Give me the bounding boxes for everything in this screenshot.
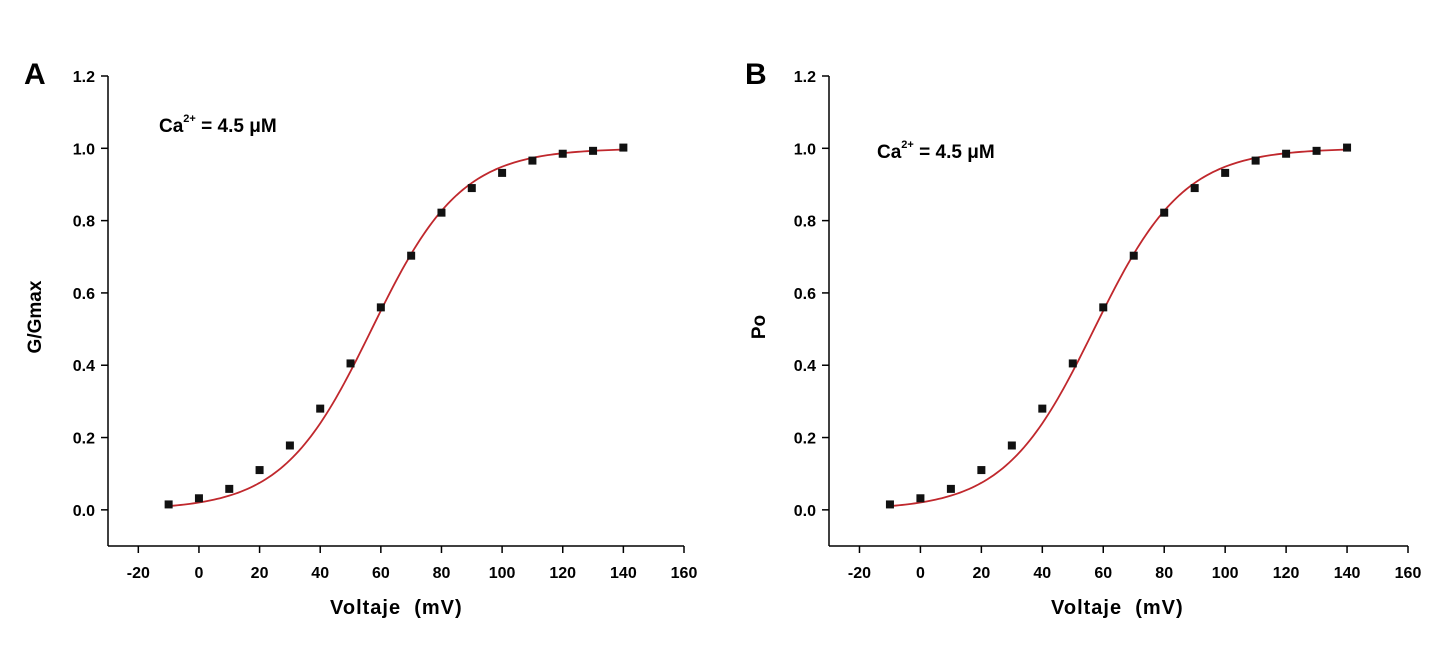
data-point — [1038, 404, 1047, 413]
data-point — [1282, 149, 1291, 158]
y-tick-label: 0.0 — [794, 503, 816, 520]
y-tick-label: 0.8 — [73, 214, 95, 231]
data-point — [977, 466, 986, 475]
x-tick-label: 140 — [610, 565, 637, 582]
y-tick-label: 0.6 — [73, 286, 95, 303]
data-point — [916, 494, 925, 503]
x-tick-label: 60 — [372, 565, 390, 582]
fit-curve — [168, 148, 624, 507]
annotation-base: Ca — [159, 116, 184, 137]
data-point — [1129, 251, 1138, 260]
data-point — [1312, 146, 1321, 155]
data-point — [528, 156, 537, 165]
x-tick-label: 160 — [1395, 565, 1422, 582]
x-tick-label: 40 — [1033, 565, 1051, 582]
x-tick-label: 0 — [194, 565, 203, 582]
data-point — [1007, 441, 1016, 450]
annotation: Ca2+ = 4.5 μM — [159, 113, 277, 138]
annotation-rest: = 4.5 μM — [913, 142, 995, 163]
y-tick-label: 1.2 — [73, 69, 95, 86]
annotation-base: Ca — [877, 142, 902, 163]
data-point — [376, 303, 385, 312]
x-tick-label: 20 — [972, 565, 990, 582]
data-point — [164, 500, 173, 509]
y-tick-label: 0.6 — [794, 286, 816, 303]
x-tick-label: 140 — [1334, 565, 1361, 582]
x-tick-label: 100 — [1212, 565, 1239, 582]
data-point — [1160, 208, 1169, 217]
data-point — [346, 359, 355, 368]
data-point — [1251, 156, 1260, 165]
annotation-rest: = 4.5 μM — [195, 116, 277, 137]
x-tick-label: -20 — [127, 565, 150, 582]
y-tick-label: 0.8 — [794, 214, 816, 231]
data-point — [1221, 168, 1230, 177]
y-tick-label: 1.0 — [794, 141, 816, 158]
annotation-superscript: 2+ — [901, 139, 914, 151]
fit-curve — [889, 148, 1348, 507]
y-tick-label: 1.2 — [794, 69, 816, 86]
data-point — [1343, 143, 1352, 152]
x-tick-label: 40 — [311, 565, 329, 582]
chart-panel-a: A G/Gmax Ca2+ = 4.5 μM Voltaje (mV) 0.0 0… — [0, 0, 718, 652]
y-tick-label: 1.0 — [73, 141, 95, 158]
data-point — [255, 466, 264, 475]
data-point — [558, 149, 567, 158]
data-point — [407, 251, 416, 260]
chart-panel-b: B Po Ca2+ = 4.5 μM Voltaje (mV) 0.0 0.2 0.… — [719, 0, 1437, 652]
x-tick-label: 160 — [671, 565, 698, 582]
data-point — [437, 208, 446, 217]
y-tick-label: 0.4 — [794, 358, 816, 375]
y-tick-label: 0.2 — [794, 431, 816, 448]
data-point — [285, 441, 294, 450]
x-tick-label: 80 — [1155, 565, 1173, 582]
annotation: Ca2+ = 4.5 μM — [877, 139, 995, 164]
data-point — [946, 484, 955, 493]
x-tick-label: 80 — [433, 565, 451, 582]
data-point — [194, 494, 203, 503]
data-point — [1068, 359, 1077, 368]
plot-area: 0.0 0.2 0.4 0.6 0.8 1.0 1.2 -20 0 20 40 60 80 100 120 1… — [794, 69, 1422, 582]
data-point — [316, 404, 325, 413]
data-point — [498, 168, 507, 177]
panel-label: A — [24, 58, 46, 91]
x-tick-label: 60 — [1094, 565, 1112, 582]
data-point — [1099, 303, 1108, 312]
x-tick-label: 120 — [549, 565, 576, 582]
data-point — [225, 484, 234, 493]
x-tick-label: 120 — [1273, 565, 1300, 582]
data-point — [467, 184, 476, 193]
panel-label: B — [745, 58, 767, 91]
y-tick-label: 0.2 — [73, 431, 95, 448]
x-tick-label: 100 — [489, 565, 516, 582]
x-axis-label: Voltaje (mV) — [330, 597, 463, 619]
y-tick-label: 0.4 — [73, 358, 95, 375]
x-tick-label: 0 — [916, 565, 925, 582]
x-tick-label: 20 — [251, 565, 269, 582]
annotation-superscript: 2+ — [183, 113, 196, 125]
data-point — [1190, 184, 1199, 193]
data-point — [589, 146, 598, 155]
y-tick-label: 0.0 — [73, 503, 95, 520]
x-axis-label: Voltaje (mV) — [1051, 597, 1184, 619]
data-point — [619, 143, 628, 152]
data-point — [885, 500, 894, 509]
plot-area: 0.0 0.2 0.4 0.6 0.8 1.0 1.2 -20 0 20 40 60 80 100 120 1… — [73, 69, 698, 582]
x-tick-label: -20 — [848, 565, 871, 582]
